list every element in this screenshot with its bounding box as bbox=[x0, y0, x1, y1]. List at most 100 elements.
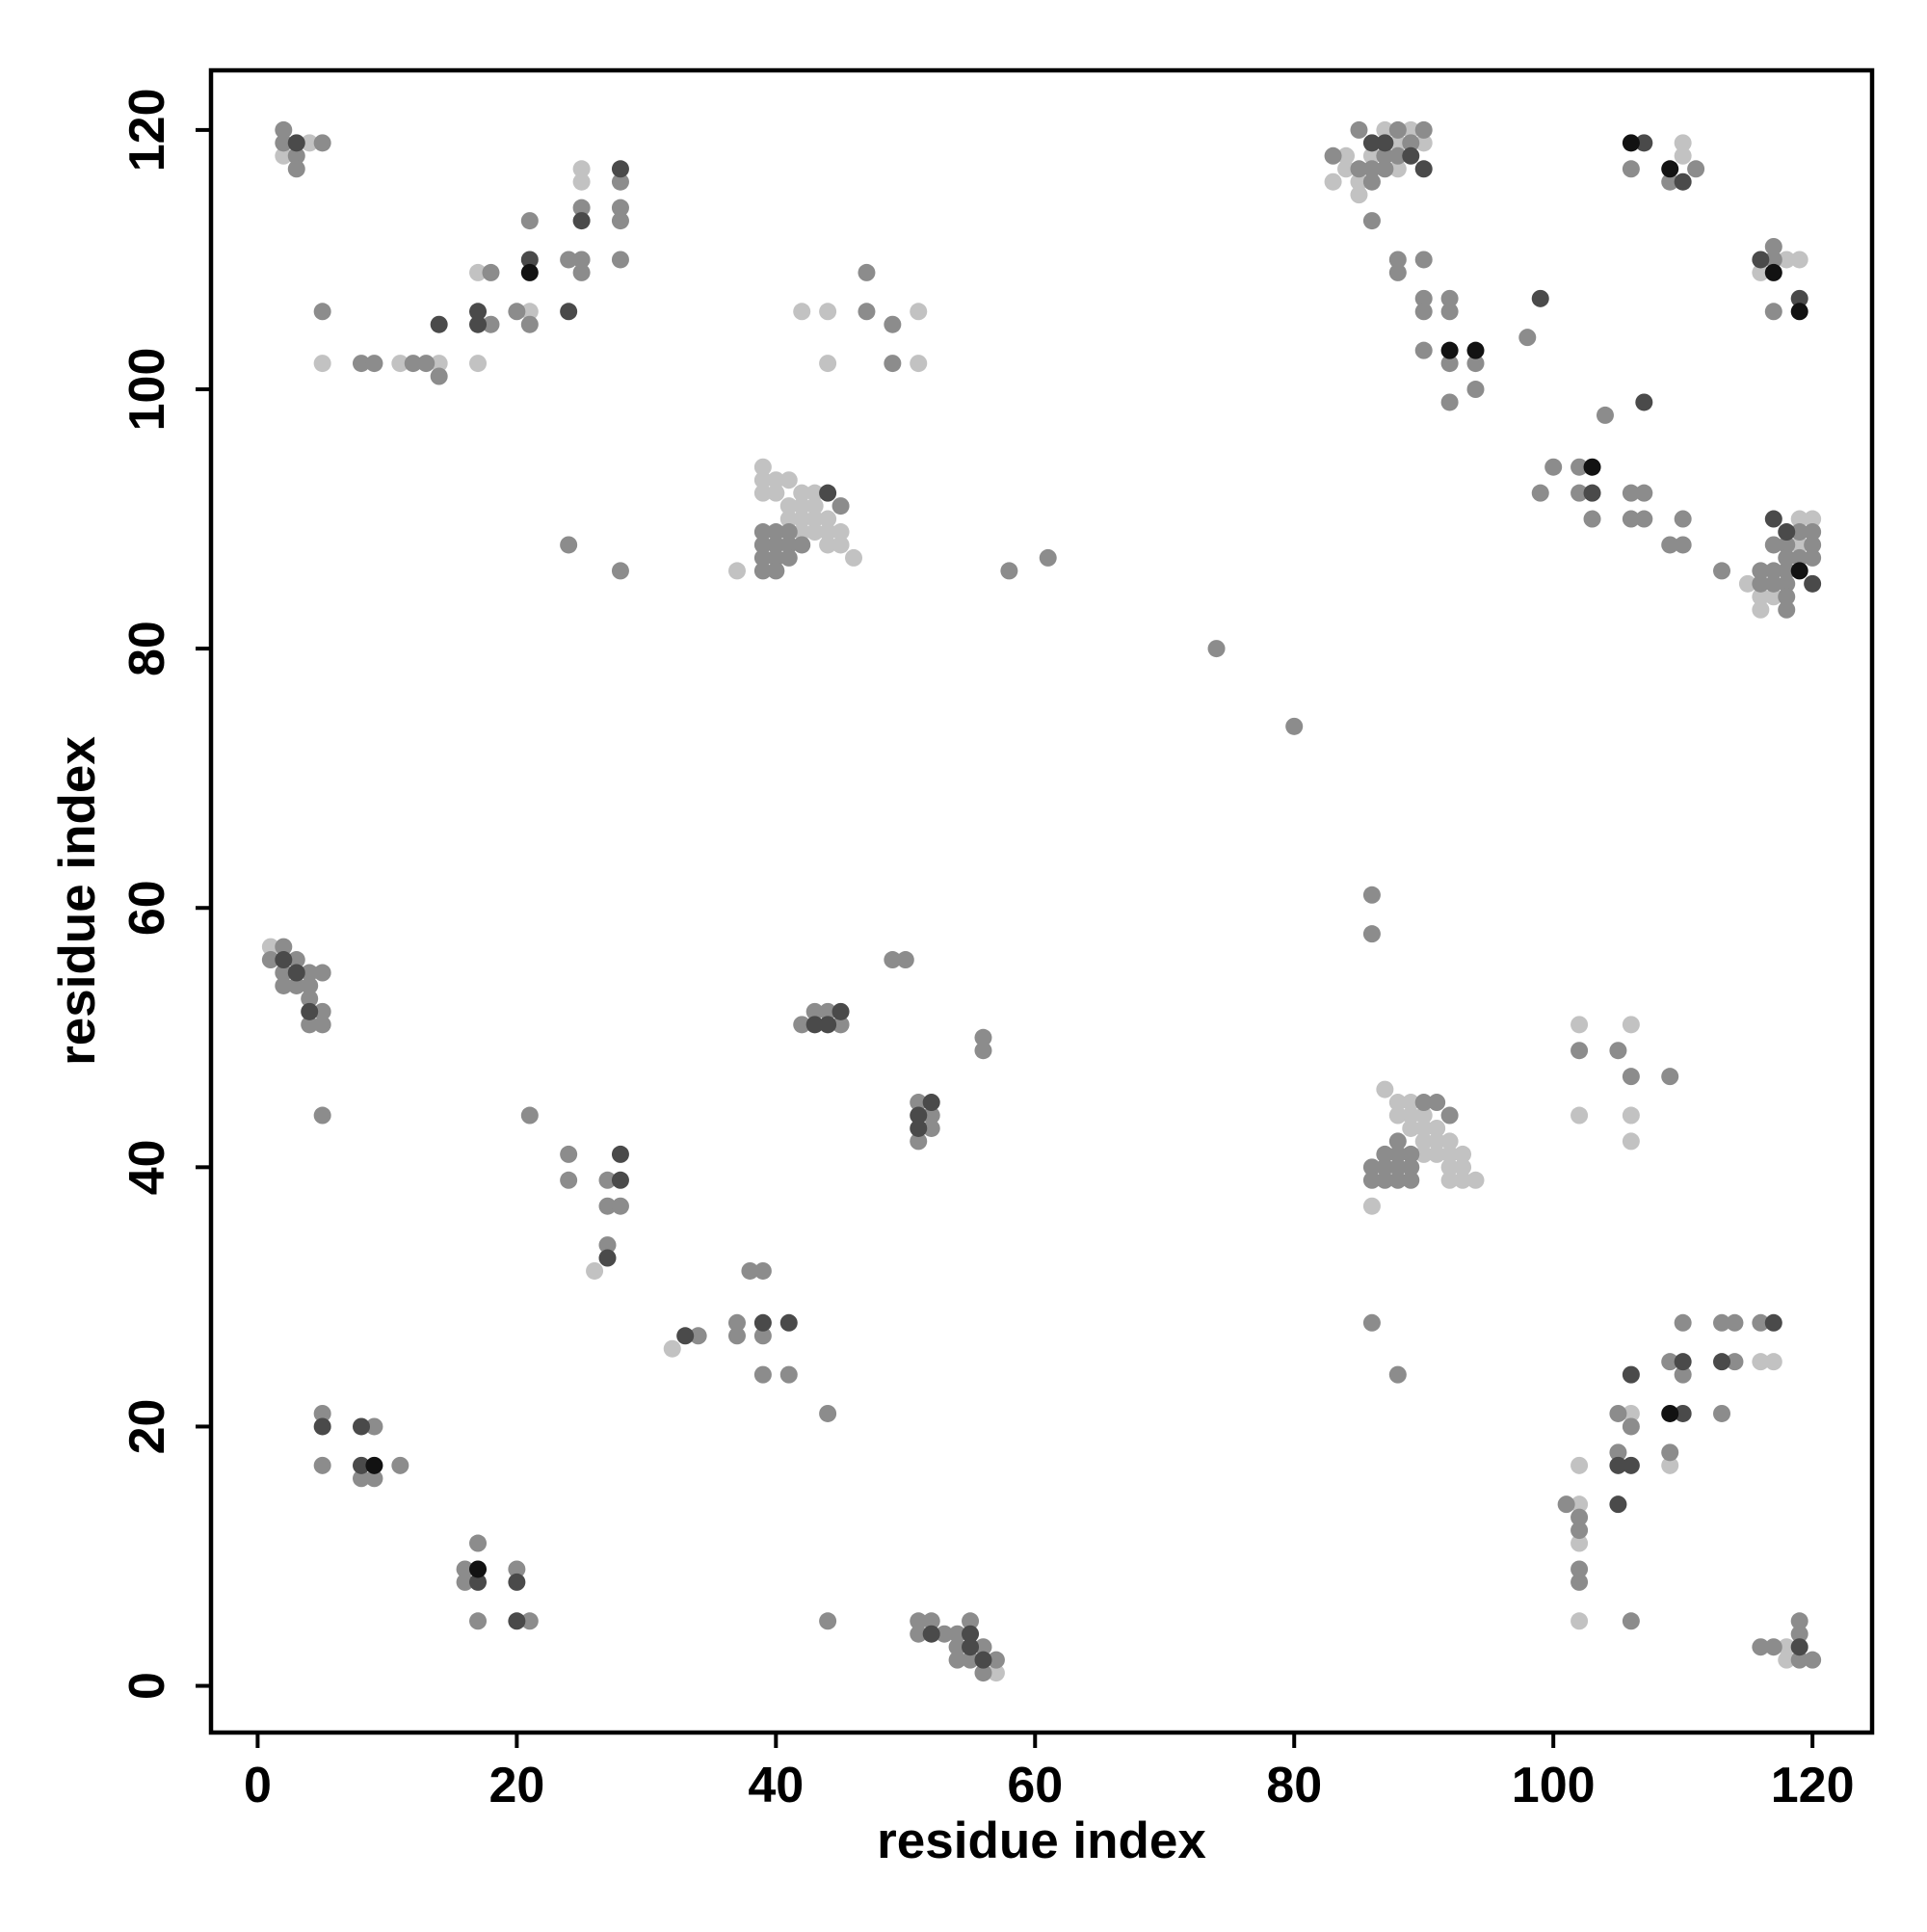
point bbox=[1324, 172, 1342, 191]
point bbox=[1622, 1365, 1640, 1384]
point bbox=[1440, 393, 1459, 411]
point bbox=[819, 510, 837, 528]
point bbox=[884, 951, 902, 969]
point bbox=[1752, 1638, 1770, 1656]
point bbox=[1388, 251, 1407, 269]
point bbox=[1661, 1404, 1679, 1422]
point bbox=[598, 1236, 617, 1255]
point bbox=[313, 1417, 331, 1436]
point bbox=[1414, 1106, 1433, 1125]
point bbox=[767, 548, 785, 567]
point bbox=[1414, 1119, 1433, 1137]
point bbox=[1674, 1353, 1692, 1371]
point bbox=[611, 198, 629, 217]
point bbox=[1764, 237, 1782, 255]
y-tick-label: 0 bbox=[119, 1672, 175, 1700]
point bbox=[275, 146, 293, 165]
point bbox=[1414, 251, 1433, 269]
point bbox=[779, 471, 798, 490]
point bbox=[469, 355, 488, 373]
point bbox=[819, 303, 837, 321]
point bbox=[508, 1612, 526, 1630]
point bbox=[948, 1625, 966, 1643]
point bbox=[1661, 1456, 1679, 1474]
point bbox=[1661, 1353, 1679, 1371]
point bbox=[753, 1327, 772, 1345]
point bbox=[1362, 212, 1381, 230]
point bbox=[1778, 523, 1796, 542]
y-axis-title: residue index bbox=[49, 736, 106, 1066]
point bbox=[832, 536, 850, 554]
point bbox=[1362, 146, 1381, 165]
point bbox=[1778, 1638, 1796, 1656]
point bbox=[689, 1327, 707, 1345]
point bbox=[508, 1573, 526, 1591]
point bbox=[910, 1132, 928, 1151]
point bbox=[1362, 1171, 1381, 1189]
point bbox=[520, 315, 539, 333]
point bbox=[1388, 1365, 1407, 1384]
point bbox=[663, 1339, 681, 1358]
point bbox=[572, 212, 591, 230]
point bbox=[1376, 1171, 1394, 1189]
point bbox=[469, 1612, 488, 1630]
point bbox=[779, 548, 798, 567]
point bbox=[1388, 1158, 1407, 1177]
point bbox=[1402, 1119, 1420, 1137]
point bbox=[1764, 574, 1782, 593]
point bbox=[1622, 1417, 1640, 1436]
point bbox=[1466, 355, 1485, 373]
point bbox=[793, 510, 811, 528]
point bbox=[793, 1016, 811, 1034]
point bbox=[1752, 251, 1770, 269]
point bbox=[1804, 1651, 1822, 1669]
point bbox=[611, 160, 629, 178]
point bbox=[1466, 341, 1485, 359]
point bbox=[1571, 484, 1589, 502]
point bbox=[313, 134, 331, 152]
point bbox=[1790, 1612, 1808, 1630]
point bbox=[1362, 925, 1381, 943]
point bbox=[1713, 1404, 1731, 1422]
point bbox=[1778, 588, 1796, 606]
point bbox=[1454, 1171, 1472, 1189]
point bbox=[858, 303, 876, 321]
point bbox=[1752, 1353, 1770, 1371]
point bbox=[508, 303, 526, 321]
point bbox=[1622, 1404, 1640, 1422]
point bbox=[611, 172, 629, 191]
point bbox=[1518, 329, 1537, 347]
point bbox=[1622, 134, 1640, 152]
point bbox=[572, 198, 591, 217]
point bbox=[1428, 1145, 1446, 1163]
point bbox=[779, 536, 798, 554]
point bbox=[1778, 251, 1796, 269]
point bbox=[1388, 1094, 1407, 1112]
point bbox=[910, 1119, 928, 1137]
point bbox=[482, 315, 500, 333]
point bbox=[1402, 134, 1420, 152]
point bbox=[793, 536, 811, 554]
point bbox=[1804, 548, 1822, 567]
point bbox=[611, 251, 629, 269]
point bbox=[845, 548, 863, 567]
point bbox=[560, 1171, 578, 1189]
point bbox=[287, 160, 305, 178]
point bbox=[1362, 1313, 1381, 1332]
x-tick-label: 100 bbox=[1512, 1758, 1596, 1813]
point bbox=[1350, 186, 1368, 204]
point bbox=[910, 1106, 928, 1125]
point bbox=[819, 523, 837, 542]
point bbox=[1402, 1158, 1420, 1177]
point bbox=[469, 1573, 488, 1591]
point bbox=[1713, 1353, 1731, 1371]
point bbox=[819, 484, 837, 502]
point bbox=[948, 1651, 966, 1669]
point bbox=[1583, 510, 1601, 528]
point bbox=[1350, 120, 1368, 139]
point bbox=[819, 1404, 837, 1422]
point bbox=[391, 355, 409, 373]
point bbox=[753, 471, 772, 490]
point bbox=[1039, 548, 1057, 567]
point bbox=[560, 536, 578, 554]
